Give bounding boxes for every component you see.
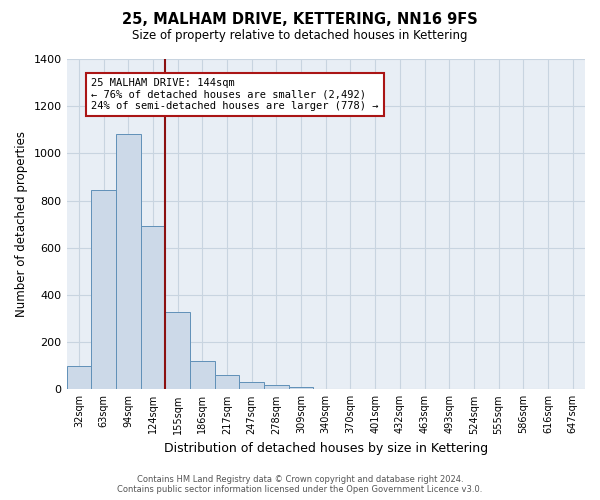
Bar: [264, 385, 289, 390]
Bar: [239, 382, 264, 390]
Text: Contains HM Land Registry data © Crown copyright and database right 2024.
Contai: Contains HM Land Registry data © Crown c…: [118, 474, 482, 494]
Text: 25, MALHAM DRIVE, KETTERING, NN16 9FS: 25, MALHAM DRIVE, KETTERING, NN16 9FS: [122, 12, 478, 28]
Y-axis label: Number of detached properties: Number of detached properties: [15, 131, 28, 317]
Bar: [289, 387, 313, 390]
Bar: [140, 226, 165, 390]
Text: Size of property relative to detached houses in Kettering: Size of property relative to detached ho…: [132, 29, 468, 42]
Bar: [165, 312, 190, 390]
Bar: [91, 190, 116, 390]
Bar: [190, 361, 215, 390]
Bar: [116, 134, 140, 390]
X-axis label: Distribution of detached houses by size in Kettering: Distribution of detached houses by size …: [164, 442, 488, 455]
Bar: [67, 366, 91, 390]
Bar: [215, 375, 239, 390]
Text: 25 MALHAM DRIVE: 144sqm
← 76% of detached houses are smaller (2,492)
24% of semi: 25 MALHAM DRIVE: 144sqm ← 76% of detache…: [91, 78, 379, 111]
